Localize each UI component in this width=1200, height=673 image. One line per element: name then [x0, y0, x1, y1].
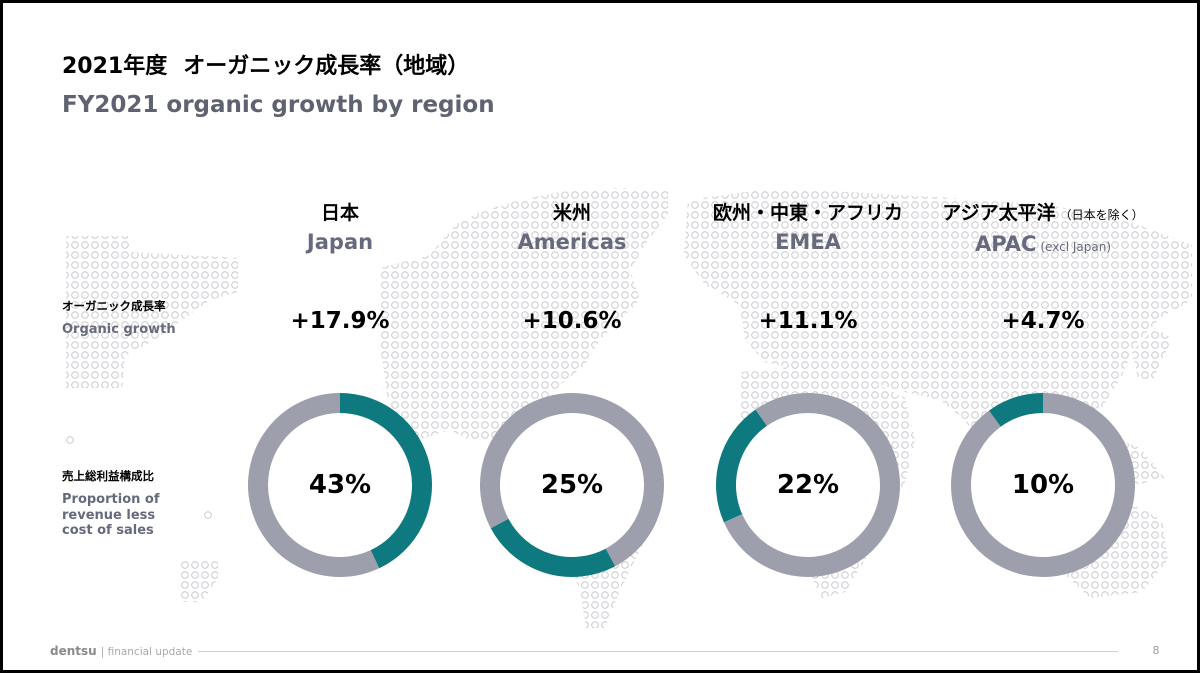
region-header-japan: 日本 Japan — [200, 200, 480, 256]
row-label-en-line: Proportion of — [62, 492, 160, 507]
slide-title: 2021年度 オーガニック成長率（地域） — [62, 53, 469, 81]
donut-slice-remainder — [480, 393, 664, 567]
region-name-en: APAC — [974, 232, 1037, 256]
donut-center-label: 22% — [776, 470, 840, 500]
slide-subtitle: FY2021 organic growth by region — [62, 92, 495, 118]
organic-growth-value-japan: +17.9% — [290, 308, 390, 334]
donut-hole — [500, 413, 644, 557]
donut-chart-americas — [480, 393, 664, 577]
region-header-apac: アジア太平洋 （日本を除く） APAC (excl Japan) — [903, 200, 1183, 261]
map-landmass-eurasia — [684, 190, 1192, 455]
row-label-ja: オーガニック成長率 — [62, 299, 166, 313]
organic-growth-value-americas: +10.6% — [522, 308, 622, 334]
row-label-en-line: revenue less — [62, 507, 156, 523]
donut-center-label: 10% — [1011, 470, 1075, 500]
organic-growth-value-emea: +11.1% — [758, 308, 858, 334]
slide-title-year: 2021年度 — [62, 54, 168, 79]
map-dot — [66, 436, 74, 444]
map-landmass-northwest — [66, 236, 238, 388]
donut-center-label: 43% — [308, 470, 372, 500]
region-note-ja: （日本を除く） — [1059, 208, 1144, 222]
donut-slice-share — [490, 518, 616, 577]
region-name-ja: 欧州・中東・アフリカ — [712, 202, 903, 224]
donut-hole — [971, 413, 1115, 557]
donut-slice-share — [988, 393, 1044, 427]
donut-chart-emea — [716, 393, 900, 577]
map-dot — [204, 511, 212, 519]
region-header-americas: 米州 Americas — [432, 200, 712, 256]
donut-slice-remainder — [248, 393, 380, 577]
footer-divider — [198, 651, 1118, 652]
region-name-en: Japan — [306, 230, 374, 254]
map-landmass-japan — [1132, 328, 1172, 382]
brand-logo-text: dentsu — [50, 644, 97, 658]
footer-brand: dentsu | financial update — [50, 643, 192, 660]
region-note-en: (excl Japan) — [1040, 240, 1112, 254]
donut-slice-share — [339, 393, 432, 569]
row-label-ja: 売上総利益構成比 — [62, 469, 154, 483]
map-landmass-north-america — [378, 188, 668, 442]
donut-chart-apac — [951, 393, 1135, 577]
region-name-en: Americas — [517, 230, 627, 254]
donut-slice-remainder — [951, 393, 1135, 577]
row-label-en-line: cost of sales — [62, 523, 154, 538]
footer-section: | financial update — [100, 646, 193, 658]
slide-title-main: オーガニック成長率（地域） — [183, 54, 470, 79]
organic-growth-value-apac: +4.7% — [1001, 308, 1085, 334]
region-name-ja: 米州 — [552, 202, 591, 224]
donut-center-label: 25% — [540, 470, 604, 500]
row-label-organic-growth: オーガニック成長率 Organic growth — [62, 298, 176, 338]
donut-chart-japan — [248, 393, 432, 577]
donut-slice-share — [716, 409, 768, 523]
row-label-en: Organic growth — [62, 322, 176, 337]
region-name-en: EMEA — [775, 230, 841, 254]
donut-hole — [268, 413, 412, 557]
region-name-ja: アジア太平洋 — [942, 202, 1056, 224]
map-landmass-islands — [180, 560, 218, 602]
region-name-ja-line: アジア太平洋 （日本を除く） — [903, 200, 1183, 228]
region-header-emea: 欧州・中東・アフリカ EMEA — [668, 200, 948, 256]
row-label-gross-profit-share: 売上総利益構成比 Proportion of revenue less cost… — [62, 468, 160, 539]
region-name-ja: 日本 — [320, 202, 359, 224]
donut-slice-remainder — [723, 393, 900, 577]
page-number: 8 — [1152, 644, 1160, 657]
region-name-en-line: APAC (excl Japan) — [903, 230, 1183, 261]
donut-hole — [736, 413, 880, 557]
